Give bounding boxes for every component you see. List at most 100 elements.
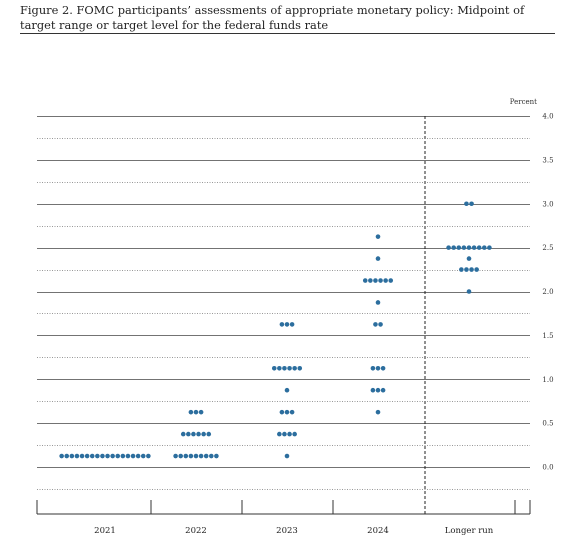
data-dot	[130, 453, 136, 459]
y-tick-label: 2.5	[542, 244, 553, 252]
x-category-label: 2023	[276, 526, 298, 536]
data-dot	[292, 431, 297, 437]
data-dot	[84, 453, 90, 459]
data-dot	[79, 453, 85, 459]
data-dot	[375, 387, 381, 393]
data-dot	[198, 409, 204, 415]
data-dot	[383, 278, 388, 283]
data-dot	[120, 453, 126, 459]
y-axis-unit-label: Percent	[510, 98, 537, 106]
data-dot	[206, 431, 212, 437]
data-dot	[292, 365, 297, 371]
x-category-label: 2024	[367, 526, 389, 536]
y-tick-label: 3.0	[542, 200, 553, 208]
data-dot	[471, 245, 477, 250]
data-dot	[188, 409, 194, 415]
data-dot	[287, 365, 292, 371]
data-dot	[451, 245, 457, 250]
data-dot	[105, 453, 110, 459]
data-dot	[282, 365, 287, 371]
y-tick-label: 4.0	[542, 113, 553, 121]
data-dot	[378, 278, 383, 283]
data-dot	[279, 322, 285, 327]
y-tick-label: 2.0	[542, 288, 553, 296]
data-dot	[368, 278, 373, 283]
data-dot	[459, 267, 464, 272]
data-dot	[464, 201, 469, 207]
data-dot	[464, 267, 469, 272]
data-dot	[476, 245, 482, 250]
x-axis-ticks	[36, 500, 531, 514]
data-dot	[375, 300, 381, 305]
data-dot	[370, 387, 376, 393]
data-dot	[188, 453, 194, 459]
data-dot	[110, 453, 115, 459]
data-dot	[196, 431, 201, 437]
grid-lines	[37, 116, 530, 490]
data-dot	[271, 365, 277, 371]
data-dot	[284, 322, 290, 327]
figure-caption: Figure 2. FOMC participants’ assessments…	[20, 3, 525, 32]
data-dot	[284, 387, 290, 393]
data-dot	[466, 256, 472, 261]
data-dot	[482, 245, 487, 250]
data-dot	[373, 278, 378, 283]
data-dot	[284, 409, 290, 415]
data-dot	[193, 453, 199, 459]
data-dot	[125, 453, 131, 459]
data-dot	[388, 278, 394, 283]
data-dot	[201, 431, 206, 437]
data-dot	[289, 322, 295, 327]
dots-layer	[59, 201, 492, 459]
data-dot	[277, 431, 282, 437]
data-dot	[466, 289, 472, 294]
data-dot	[209, 453, 214, 459]
data-dot	[193, 409, 199, 415]
data-dot	[461, 245, 467, 250]
data-dot	[380, 387, 386, 393]
data-dot	[370, 365, 376, 371]
y-tick-label: 3.5	[542, 156, 553, 164]
data-dot	[186, 431, 191, 437]
x-category-labels: 2021 2022 2023 2024 Longer run	[94, 526, 494, 536]
data-dot	[446, 245, 451, 250]
data-dot	[89, 453, 95, 459]
data-dot	[466, 245, 472, 250]
data-dot	[474, 267, 479, 272]
data-dot	[173, 453, 178, 459]
data-dot	[375, 256, 381, 261]
y-tick-label: 1.0	[542, 376, 553, 384]
y-tick-label: 0.5	[542, 420, 553, 428]
data-dot	[469, 267, 474, 272]
data-dot	[69, 453, 75, 459]
data-dot	[287, 431, 292, 437]
data-dot	[469, 201, 474, 207]
data-dot	[191, 431, 196, 437]
data-dot	[380, 365, 386, 371]
data-dot	[284, 453, 290, 459]
y-tick-label: 0.0	[542, 464, 553, 472]
x-category-label: 2022	[185, 526, 207, 536]
data-dot	[198, 453, 204, 459]
data-dot	[297, 365, 303, 371]
data-dot	[95, 453, 100, 459]
data-dot	[289, 409, 295, 415]
data-dot	[214, 453, 219, 459]
data-dot	[375, 409, 381, 415]
data-dot	[282, 431, 287, 437]
data-dot	[378, 322, 383, 327]
data-dot	[487, 245, 492, 250]
data-dot	[277, 365, 282, 371]
data-dot	[64, 453, 70, 459]
data-dot	[115, 453, 121, 459]
data-dot	[180, 431, 186, 437]
y-tick-label: 1.5	[542, 332, 553, 340]
data-dot	[100, 453, 105, 459]
data-dot	[375, 365, 381, 371]
data-dot	[373, 322, 378, 327]
data-dot	[140, 453, 146, 459]
data-dot	[375, 234, 381, 239]
data-dot	[183, 453, 189, 459]
x-category-label: 2021	[94, 526, 116, 536]
